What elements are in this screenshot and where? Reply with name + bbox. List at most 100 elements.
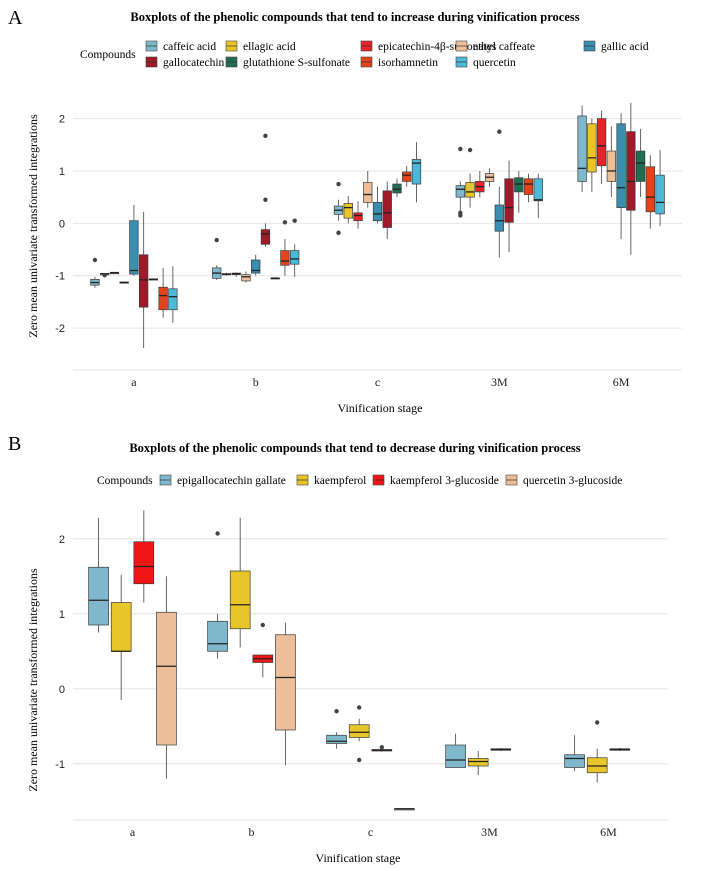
box-kaempferol-a: [110, 574, 132, 700]
legend-label: gallic acid: [601, 41, 649, 53]
legend-label: quercetin: [473, 57, 516, 69]
outlier-point: [214, 237, 219, 243]
box-body: [139, 254, 149, 308]
box-glutathione-s-sulfonate-a: [148, 278, 159, 281]
panel-b-legend: Compounds epigallocatechin gallate kaempfe…: [97, 474, 622, 487]
legend-item-quercetin-3-glucoside: quercetin 3-glucoside: [505, 474, 622, 487]
box-quercetin-b: [290, 218, 300, 277]
panel-b-y-axis-title: Zero mean univariate transformed integra…: [26, 568, 40, 792]
legend-label: quercetin 3-glucoside: [523, 475, 622, 487]
box-body: [156, 611, 177, 746]
box-body: [606, 150, 616, 182]
legend-item-ellagic-acid: ellagic acid: [225, 40, 296, 53]
panel-b-letter: B: [8, 433, 21, 455]
box-ellagic-acid-a: [100, 272, 110, 278]
y-tick-label: -1: [55, 759, 65, 771]
legend-item-caffeic-acid: caffeic acid: [145, 40, 216, 53]
outlier-point: [379, 745, 385, 750]
box-glutathione-s-sulfonate-c: [392, 178, 402, 198]
box-quercetin-3-glucoside-c: [394, 808, 415, 811]
box-body: [363, 182, 373, 203]
box-body: [241, 274, 251, 282]
box-body: [326, 734, 347, 744]
box-quercetin-c: [411, 142, 422, 203]
box-body: [577, 115, 587, 182]
box-body: [207, 620, 228, 652]
panel-a-plot: -2 -1 0 1 2 a b c 3M 6M: [55, 102, 682, 389]
box-epigallocatechin-gallate-6m: [564, 735, 585, 772]
box-isorhamnetin-c: [402, 165, 412, 187]
outlier-point: [594, 720, 600, 725]
box-gallocatechin-c: [382, 181, 392, 240]
box-gallocatechin-a: [139, 211, 149, 348]
box-quercetin-6m: [655, 150, 665, 226]
box-kaempferol-6m: [586, 720, 608, 783]
legend-label: ethyl caffeate: [473, 41, 535, 53]
panel-a-letter: A: [8, 7, 23, 29]
outlier-point: [467, 147, 473, 153]
box-body: [645, 166, 655, 213]
panel-a-x-axis-title: Vinification stage: [338, 401, 423, 415]
box-isorhamnetin-3m: [523, 173, 534, 203]
y-tick-label: 2: [59, 534, 65, 546]
legend-item-quercetin: quercetin: [455, 56, 516, 69]
box-kaempferol-3-glucoside-a: [133, 510, 155, 603]
box-quercetin-a: [168, 266, 178, 323]
x-tick-label: 6M: [600, 825, 617, 839]
box-kaempferol-3-glucoside-3m: [490, 748, 512, 751]
legend-label: isorhamnetin: [378, 57, 438, 69]
box-ethyl-caffeate-a: [119, 281, 129, 284]
box-body: [635, 150, 646, 182]
outlier-point: [458, 210, 463, 216]
panel-a: A Boxplots of the phenolic compounds tha…: [8, 7, 682, 415]
box-gallocatechin-6m: [626, 102, 636, 255]
legend-item-glutathione-s-sulfonate: glutathione S-sulfonate: [225, 56, 350, 69]
legend-item-gallocatechin: gallocatechin: [145, 56, 225, 69]
box-body: [514, 177, 524, 193]
box-body: [290, 250, 300, 265]
box-ellagic-acid-c: [343, 196, 353, 224]
box-epigallocatechin-gallate-b: [207, 531, 228, 659]
outlier-point: [215, 531, 220, 536]
y-tick-label: 0: [59, 218, 65, 230]
box-body: [626, 131, 636, 211]
legend-label: caffeic acid: [163, 41, 216, 53]
outlier-point: [282, 220, 288, 225]
box-body: [251, 259, 261, 274]
box-isorhamnetin-a: [158, 267, 168, 318]
box-caffeic-acid-a: [90, 257, 100, 288]
panel-a-title: Boxplots of the phenolic compounds that …: [130, 10, 579, 24]
box-body: [353, 212, 363, 222]
outlier-point: [336, 230, 341, 235]
box-isorhamnetin-b: [280, 220, 290, 276]
box-gallic-acid-a: [129, 205, 139, 276]
x-tick-label: a: [131, 375, 137, 389]
legend-item-isorhamnetin: isorhamnetin: [360, 56, 438, 69]
x-tick-label: 3M: [491, 375, 508, 389]
box-body: [129, 220, 139, 275]
box-body: [587, 123, 597, 173]
panel-a-y-axis-title: Zero mean univariate transformed integra…: [26, 114, 40, 338]
box-ellagic-acid-6m: [587, 118, 597, 192]
x-tick-label: 6M: [613, 375, 630, 389]
outlier-point: [356, 757, 362, 763]
box-isorhamnetin-6m: [645, 155, 655, 229]
legend-title: Compounds: [80, 49, 136, 61]
box-body: [88, 566, 109, 626]
box-body: [533, 178, 543, 202]
box-epigallocatechin-gallate-a: [88, 517, 109, 633]
box-kaempferol-3-glucoside-b: [252, 622, 274, 678]
box-epicatechin-4-sulfonates-3m: [475, 170, 485, 198]
box-gallic-acid-6m: [616, 113, 626, 240]
box-gallic-acid-b: [251, 254, 261, 276]
box-quercetin-3m: [533, 173, 543, 219]
outlier-point: [263, 197, 268, 202]
box-glutathione-s-sulfonate-b: [270, 277, 280, 280]
box-gallocatechin-3m: [504, 160, 514, 253]
x-tick-label: 3M: [481, 825, 498, 839]
box-body: [275, 634, 296, 731]
box-epigallocatechin-gallate-c: [326, 709, 347, 749]
box-gallic-acid-c: [372, 186, 383, 224]
